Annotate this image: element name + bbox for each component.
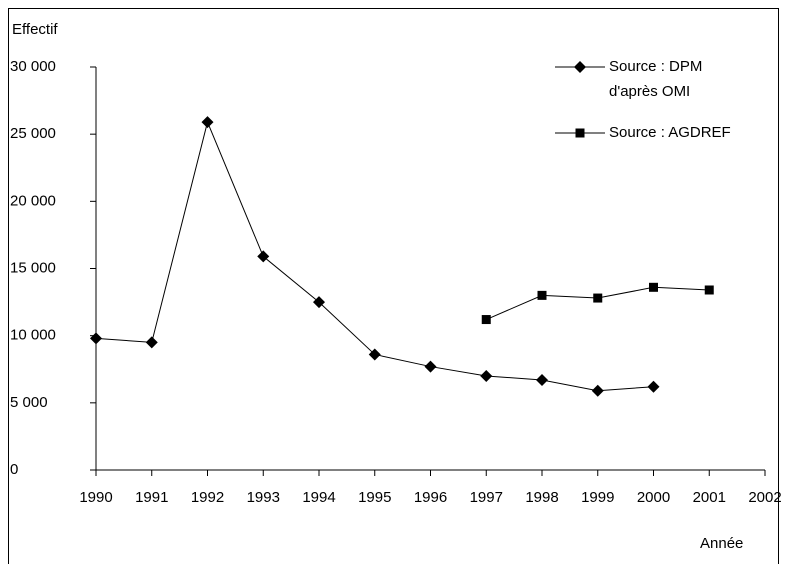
marker — [313, 296, 325, 309]
marker — [90, 332, 102, 345]
marker — [481, 315, 491, 325]
marker — [647, 380, 660, 393]
legend-marker — [574, 61, 586, 73]
y-tick-label: 20 000 — [10, 192, 56, 209]
marker — [424, 360, 437, 373]
marker — [257, 250, 270, 263]
marker — [480, 369, 493, 382]
x-tick-label: 1994 — [302, 489, 335, 506]
x-tick-label: 1998 — [525, 489, 558, 506]
x-tick-label: 1995 — [358, 489, 391, 506]
y-tick-label: 10 000 — [10, 327, 56, 344]
x-tick-label: 2000 — [637, 489, 670, 506]
y-axis-label: Effectif — [12, 21, 58, 38]
x-tick-label: 2002 — [748, 489, 781, 506]
x-tick-label: 1991 — [135, 489, 168, 506]
legend-label: Source : DPM d'après OMI — [609, 58, 703, 100]
marker — [704, 285, 714, 295]
marker — [201, 116, 214, 129]
y-tick-label: 25 000 — [10, 125, 56, 142]
x-axis-label: Année — [700, 535, 743, 552]
x-tick-label: 1993 — [247, 489, 280, 506]
x-tick-label: 1997 — [470, 489, 503, 506]
marker — [537, 290, 547, 300]
x-tick-label: 1999 — [581, 489, 614, 506]
marker — [145, 336, 158, 349]
y-tick-label: 0 — [10, 461, 18, 478]
marker — [649, 282, 658, 292]
marker — [593, 293, 603, 303]
series-line — [486, 286, 710, 321]
legend-marker — [575, 128, 585, 138]
marker — [591, 384, 604, 397]
x-tick-label: 1990 — [79, 489, 112, 506]
x-tick-label: 1996 — [414, 489, 447, 506]
y-tick-label: 15 000 — [10, 259, 56, 276]
marker — [368, 348, 381, 361]
frame — [8, 8, 779, 564]
y-tick-label: 30 000 — [10, 58, 56, 75]
y-tick-label: 5 000 — [10, 394, 48, 411]
x-tick-label: 2001 — [693, 489, 726, 506]
x-tick-label: 1992 — [191, 489, 224, 506]
legend-label: Source : AGDREF — [609, 124, 731, 141]
marker — [536, 373, 548, 386]
